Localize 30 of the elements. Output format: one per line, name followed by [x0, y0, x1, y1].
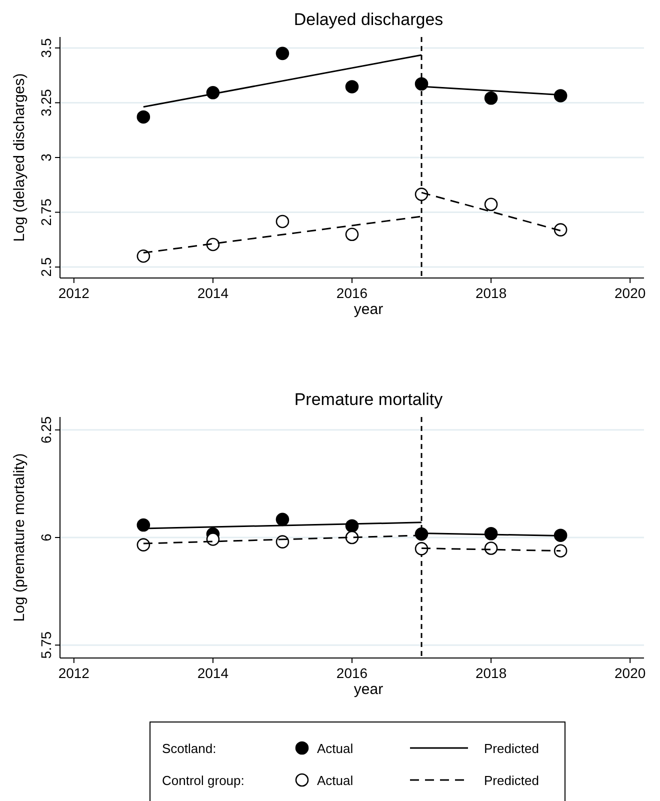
x-tick-label: 2014: [197, 285, 229, 301]
chart-title: Delayed discharges: [294, 10, 444, 29]
y-tick-label: 5.75: [38, 631, 54, 659]
y-tick-label: 2.75: [38, 198, 54, 226]
y-tick-label: 6.25: [38, 416, 54, 444]
y-tick-label: 3.25: [38, 88, 54, 116]
y-tick-label: 6: [38, 533, 54, 542]
x-axis-title: year: [354, 681, 384, 698]
x-tick-label: 2018: [475, 665, 507, 681]
y-axis-title: Log (delayed discharges): [11, 73, 28, 242]
y-tick-label: 2.5: [38, 257, 54, 277]
x-tick-label: 2016: [336, 285, 368, 301]
legend-label: Actual: [317, 741, 354, 756]
legend-label: Predicted: [484, 741, 539, 756]
x-tick-label: 2014: [197, 665, 229, 681]
x-axis-title: year: [354, 301, 384, 318]
x-tick-label: 2012: [58, 285, 90, 301]
y-axis-title: Log (premature mortality): [11, 453, 28, 622]
chart-title: Premature mortality: [294, 390, 444, 409]
x-tick-label: 2020: [614, 665, 646, 681]
x-tick-label: 2016: [336, 665, 368, 681]
x-tick-label: 2018: [475, 285, 507, 301]
legend-label: Actual: [317, 773, 354, 788]
y-tick-label: 3: [38, 153, 54, 162]
text: Control group:: [162, 773, 244, 788]
x-tick-label: 2020: [614, 285, 646, 301]
y-tick-label: 3.5: [38, 38, 54, 58]
x-tick-label: 2012: [58, 665, 90, 681]
text: Scotland:: [162, 741, 216, 756]
legend-label: Predicted: [484, 773, 539, 788]
